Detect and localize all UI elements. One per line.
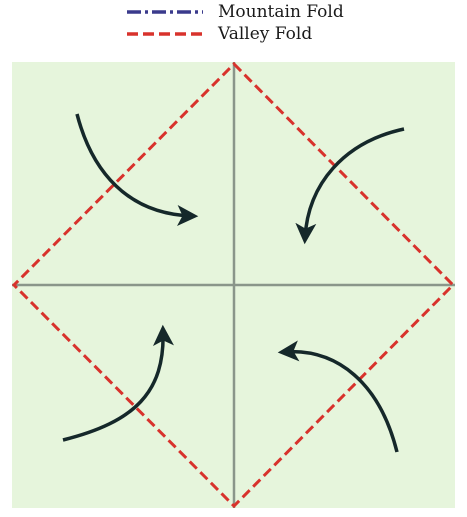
valley-fold-line-icon — [127, 32, 203, 36]
legend-item-mountain-fold: Mountain Fold — [127, 0, 344, 24]
arrow-bottom-right-icon — [277, 340, 399, 453]
fold-legend: Mountain Fold Valley Fold — [0, 0, 467, 56]
arrow-bottom-left-icon — [62, 324, 174, 442]
arrow-top-right-icon — [295, 127, 405, 245]
mountain-fold-line-icon — [127, 10, 203, 14]
legend-label-mountain-fold: Mountain Fold — [218, 2, 344, 22]
legend-item-valley-fold: Valley Fold — [127, 22, 312, 46]
valley-fold-diamond — [11, 61, 456, 509]
arrow-top-left-icon — [75, 113, 199, 227]
legend-label-valley-fold: Valley Fold — [218, 24, 313, 44]
